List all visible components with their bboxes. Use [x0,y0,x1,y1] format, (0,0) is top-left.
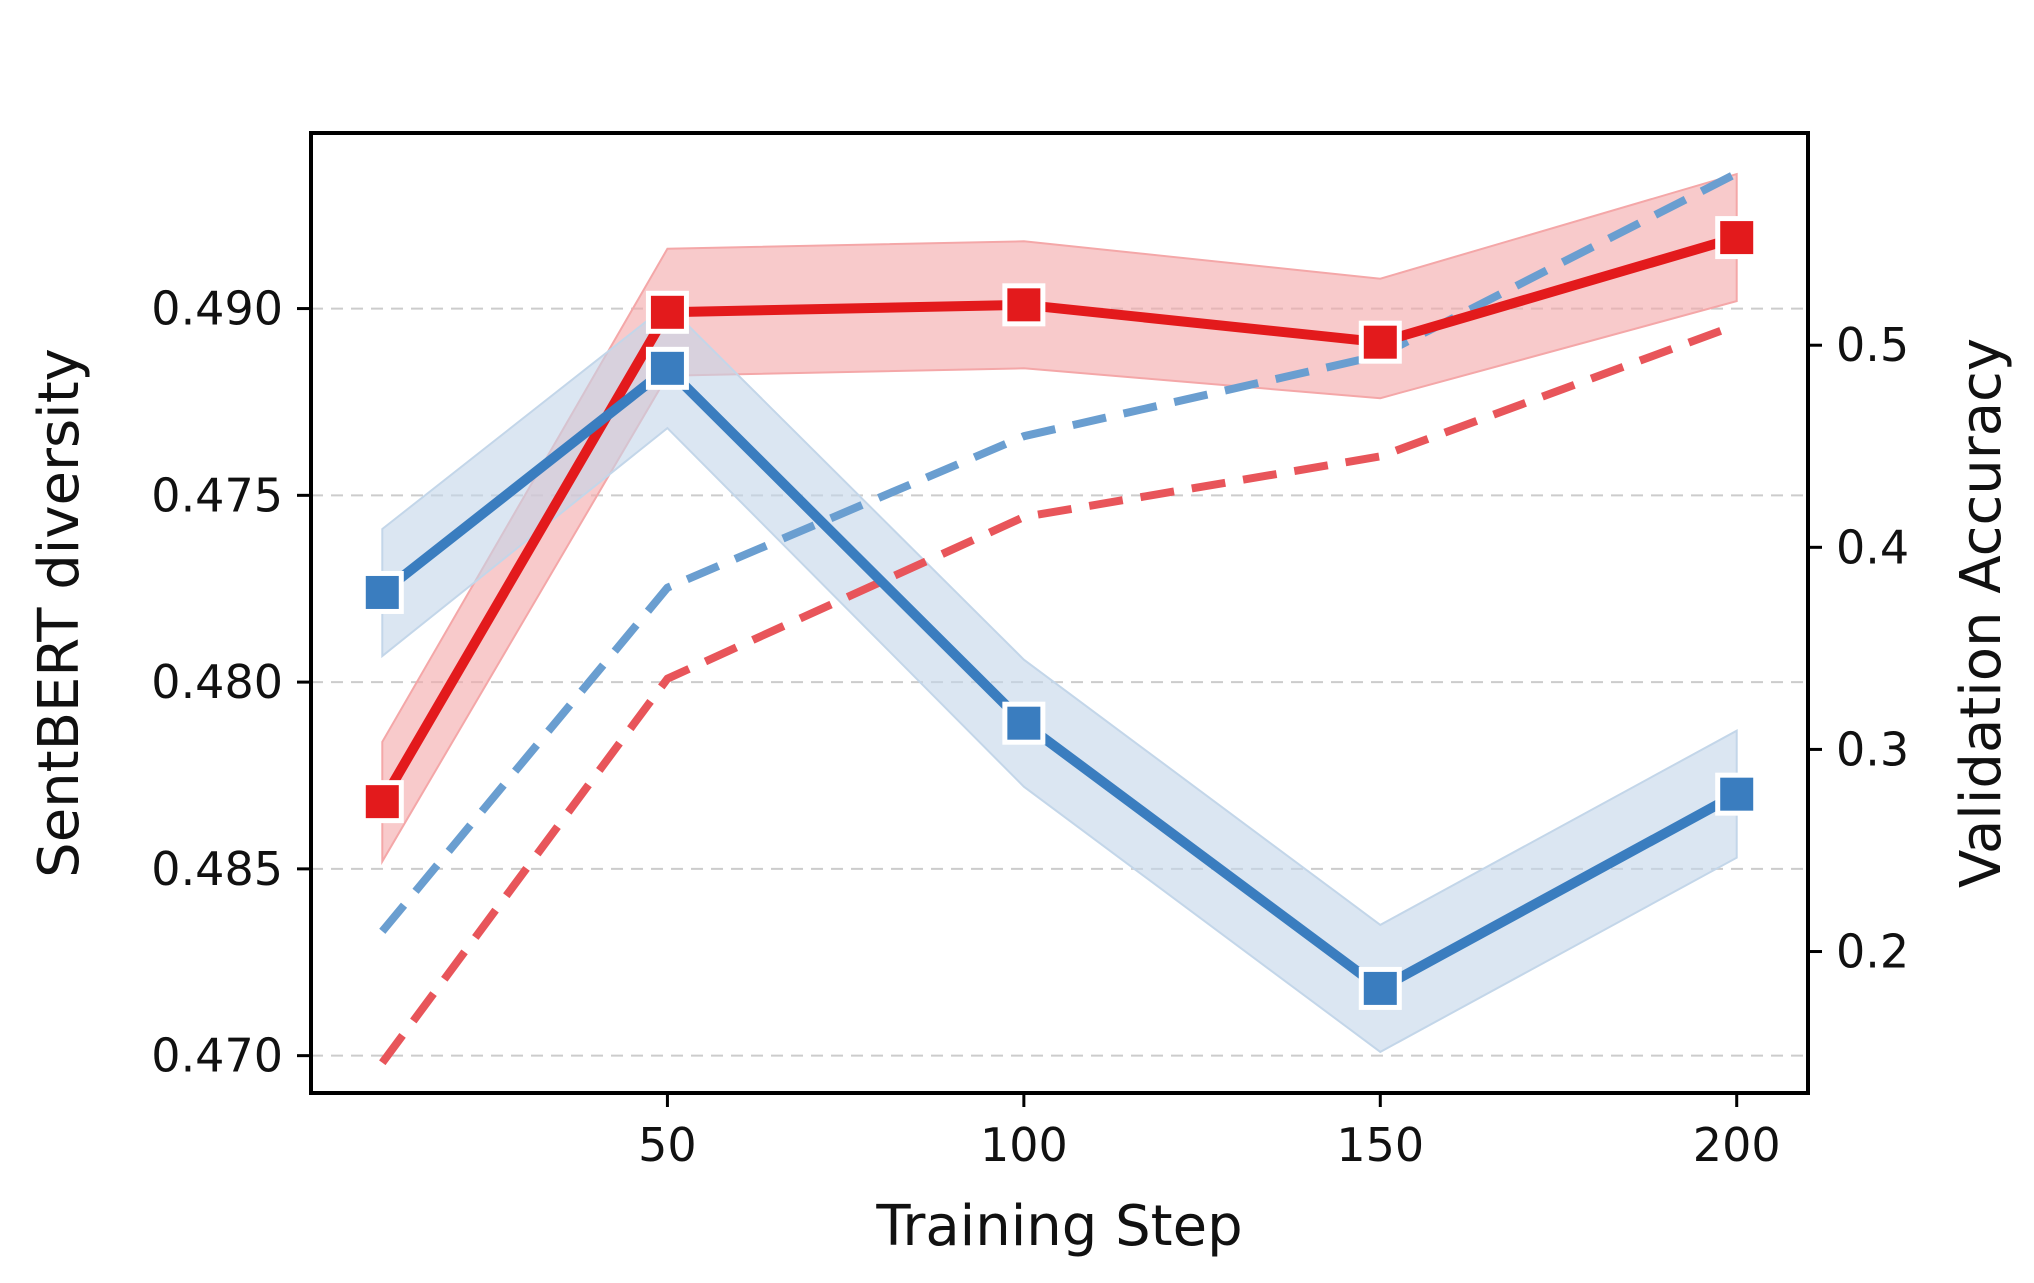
y-left-tick-label: 0.480 [151,655,283,709]
data-point-marker [1002,701,1046,745]
y-axis-right-label: Validation Accuracy [1949,338,2014,888]
data-point-marker [1358,320,1402,364]
data-point-marker [1002,283,1046,327]
x-axis-ticks: 50 100 150 200 [638,1093,1781,1172]
data-point-marker [360,780,404,824]
y-left-tick-label: 0.470 [151,1029,283,1083]
x-tick-label: 100 [980,1118,1068,1172]
confidence-band [381,303,1738,1054]
data-point-marker [1358,966,1402,1010]
y-axis-left-ticks: 0.470 0.485 0.480 0.475 0.490 [151,282,311,1083]
y-right-tick-label: 0.3 [1836,722,1909,776]
y-right-tick-label: 0.4 [1836,520,1909,574]
y-right-tick-label: 0.5 [1836,318,1909,372]
x-tick-label: 150 [1336,1118,1424,1172]
x-tick-label: 200 [1693,1118,1781,1172]
data-point-marker [360,570,404,614]
data-point-marker [1715,772,1759,816]
y-axis-left-label: SentBERT diversity [27,348,92,878]
diversity-markers [360,216,1759,1010]
data-point-marker [645,346,689,390]
y-right-tick-label: 0.2 [1836,925,1909,979]
accuracy-line [379,321,1739,1066]
y-left-tick-label: 0.485 [151,842,283,896]
accuracy-line [379,169,1739,934]
x-tick-label: 50 [638,1118,697,1172]
y-left-tick-label: 0.490 [151,282,283,336]
data-point-marker [1715,216,1759,260]
y-left-tick-label: 0.475 [151,468,283,522]
data-point-marker [645,290,689,334]
plot-frame [309,131,1810,1095]
x-axis-label: Training Step [875,1194,1242,1259]
y-axis-right-ticks: 0.2 0.3 0.4 0.5 [1808,318,1909,979]
accuracy-lines [379,169,1739,1066]
